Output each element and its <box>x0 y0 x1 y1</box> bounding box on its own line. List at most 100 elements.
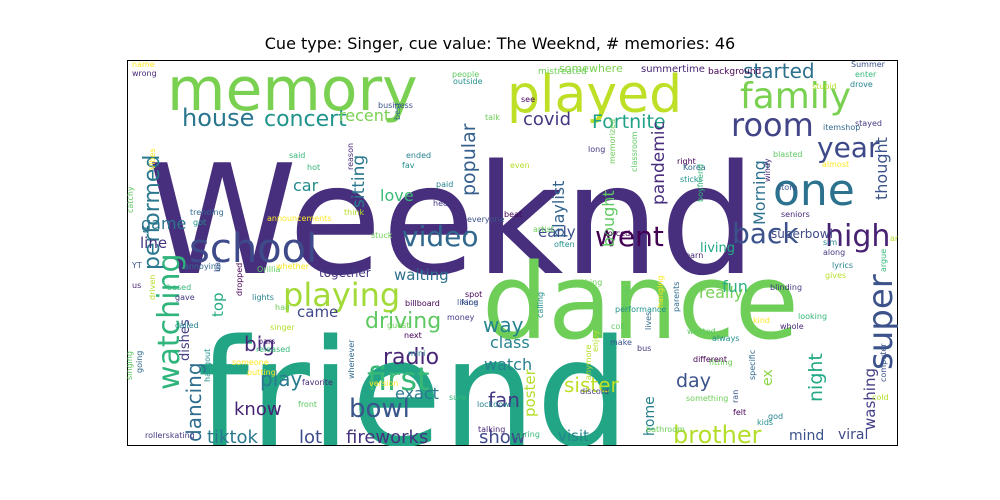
word-early: early <box>538 223 576 241</box>
word-fortnite: Fortnite <box>592 111 666 133</box>
word-small: catchy <box>127 186 135 213</box>
word-small: reason <box>346 143 355 170</box>
word-mind: mind <box>789 428 824 444</box>
word-night: night <box>805 353 827 402</box>
word-small: different <box>693 355 727 364</box>
word-watch: watch <box>484 355 532 374</box>
word-small: said <box>289 151 305 160</box>
word-small: whole <box>780 322 804 331</box>
word-waiting: waiting <box>394 266 449 284</box>
word-bowl: bowl <box>349 394 410 424</box>
word-small: released <box>256 345 290 354</box>
word-small: store <box>777 183 797 192</box>
word-small: driven <box>148 275 157 300</box>
word-small: boyfriend <box>696 164 705 202</box>
word-school: school <box>189 226 317 272</box>
word-play: play <box>260 367 303 391</box>
word-weeknd: Weeknd <box>147 132 756 309</box>
word-small: bus <box>637 344 651 353</box>
word-super: super <box>861 274 898 370</box>
word-tiktok: tiktok <box>207 427 259 446</box>
word-small: Summer <box>851 60 886 69</box>
word-one: one <box>773 165 855 216</box>
word-small: us <box>132 281 141 290</box>
word-small: fav <box>402 161 415 170</box>
word-small: background <box>708 67 761 77</box>
word-small: paid <box>436 180 453 189</box>
word-superbowl: superbowl <box>771 227 833 241</box>
word-small: mini <box>408 349 425 358</box>
word-sitting: sitting <box>349 155 369 208</box>
word-small: trending <box>190 208 224 217</box>
word-high: high <box>825 219 890 254</box>
word-small: hair <box>275 303 291 312</box>
word-ex: ex <box>760 369 776 386</box>
word-small: performance <box>615 305 666 314</box>
word-poster: poster <box>521 368 539 417</box>
word-small: hear <box>433 199 452 208</box>
word-fun: fun <box>722 277 748 296</box>
word-day: day <box>676 370 711 392</box>
word-small: long <box>588 145 605 154</box>
word-small: sim <box>823 238 837 247</box>
word-went: went <box>595 220 664 253</box>
word-bought: bought <box>599 190 618 247</box>
word-small: felt <box>733 408 746 417</box>
word-year: year <box>817 131 880 164</box>
word-small: anymore <box>584 344 593 380</box>
word-small: talk <box>485 113 500 122</box>
word-started: started <box>743 60 815 83</box>
word-small: next <box>404 331 422 340</box>
word-small: seniors <box>781 210 810 219</box>
word-home: home <box>642 396 658 436</box>
word-small: bars <box>258 337 275 346</box>
word-small: based <box>167 283 191 292</box>
word-small: another <box>890 234 898 243</box>
word-big: big <box>244 332 275 356</box>
word-small: talking <box>478 425 505 434</box>
word-came: came <box>297 303 338 321</box>
word-fan: fan <box>488 388 520 412</box>
word-small: calling <box>536 292 545 318</box>
word-playing: playing <box>283 276 400 314</box>
word-car: car <box>293 176 319 195</box>
word-small: ended <box>406 151 431 160</box>
word-small: people <box>452 70 479 79</box>
word-small: face <box>461 298 478 307</box>
word-show: show <box>479 427 526 446</box>
word-small: liking <box>457 298 478 307</box>
word-small: version <box>369 379 398 388</box>
word-dance: dance <box>482 241 799 363</box>
word-pandemic: pandemic <box>649 121 669 205</box>
word-small: ran <box>731 390 740 403</box>
word-small: going <box>135 351 144 373</box>
word-small: along <box>823 248 845 257</box>
word-small: computer <box>879 343 888 382</box>
word-fireworks: fireworks <box>346 427 428 446</box>
word-visit: visit <box>558 427 589 445</box>
word-morning: Morning <box>750 160 769 225</box>
chart-title: Cue type: Singer, cue value: The Weeknd,… <box>264 34 736 53</box>
word-thought: thought <box>872 137 891 200</box>
word-small: enter <box>855 70 877 79</box>
word-small: wasted <box>687 327 716 336</box>
word-small: even <box>510 161 530 170</box>
word-small: windy <box>763 158 772 182</box>
word-small: got <box>193 218 206 227</box>
word-small: blasted <box>773 150 803 159</box>
word-small: bathroom <box>646 425 685 434</box>
word-small: artist <box>533 225 554 234</box>
word-small: forced <box>605 229 630 238</box>
word-small: learn <box>683 251 703 260</box>
word-small: cold <box>872 393 889 402</box>
word-small: kind <box>753 316 770 325</box>
word-performed: performed <box>140 155 165 270</box>
word-dishes: dishes <box>178 319 193 361</box>
word-small: stuck <box>371 231 393 240</box>
word-small: parents <box>672 282 681 312</box>
word-dancing: dancing <box>182 362 206 442</box>
word-covid: covid <box>523 109 571 130</box>
word-know: know <box>234 399 282 420</box>
word-lot: lot <box>299 427 322 446</box>
